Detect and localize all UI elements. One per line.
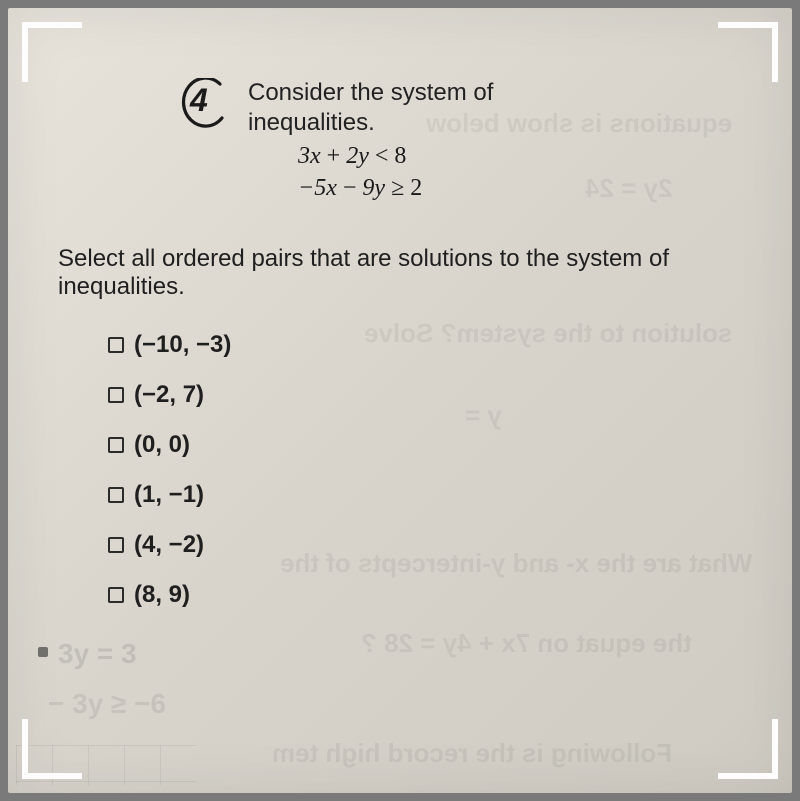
worksheet-page: equations is show below 2y = 24 solution… — [8, 8, 792, 793]
eqn-relation: < — [375, 143, 389, 169]
ordered-pair: (4, −2) — [134, 531, 204, 559]
ghost-text: 3y = 3 — [58, 638, 137, 670]
frame-corner-bl — [22, 719, 82, 779]
ghost-text: Following is the record high tem — [272, 738, 672, 769]
frame-corner-tr — [718, 22, 778, 82]
eqn-term: −5x — [298, 175, 337, 201]
question-number-text: 4 — [190, 82, 208, 119]
eqn-relation: ≥ — [391, 175, 404, 201]
checkbox[interactable] — [108, 337, 124, 353]
ghost-text: the equat on 7x + 4y = 28 ? — [361, 628, 692, 659]
eqn-term: 9y — [362, 175, 385, 201]
question-prompt: Consider the system of inequalities. — [248, 78, 493, 138]
choice-row: (1, −1) — [108, 481, 752, 509]
equations: 3x + 2y < 8 −5x − 9y ≥ 2 — [298, 140, 752, 205]
prompt-line-2: inequalities. — [248, 108, 493, 138]
frame-corner-br — [718, 719, 778, 779]
instruction-text: Select all ordered pairs that are soluti… — [58, 245, 752, 301]
answer-choices: (−10, −3) (−2, 7) (0, 0) (1, −1) (4, −2)… — [108, 331, 752, 609]
checkbox[interactable] — [108, 387, 124, 403]
question-header: 4 Consider the system of inequalities. — [178, 78, 752, 138]
eqn-rhs: 8 — [394, 143, 406, 169]
choice-row: (0, 0) — [108, 431, 752, 459]
choice-row: (−10, −3) — [108, 331, 752, 359]
choice-row: (4, −2) — [108, 531, 752, 559]
ghost-text: − 3y ≥ −6 — [48, 688, 166, 720]
ordered-pair: (−2, 7) — [134, 381, 204, 409]
eqn-rhs: 2 — [410, 175, 422, 201]
checkbox[interactable] — [108, 437, 124, 453]
equation-1: 3x + 2y < 8 — [298, 140, 752, 172]
eqn-term: 2y — [346, 143, 369, 169]
frame-corner-tl — [22, 22, 82, 82]
question-block: 4 Consider the system of inequalities. 3… — [48, 78, 752, 609]
ordered-pair: (8, 9) — [134, 581, 190, 609]
ordered-pair: (0, 0) — [134, 431, 190, 459]
ordered-pair: (1, −1) — [134, 481, 204, 509]
equation-2: −5x − 9y ≥ 2 — [298, 172, 752, 204]
prompt-line-1: Consider the system of — [248, 79, 493, 106]
eqn-op: − — [343, 175, 357, 201]
checkbox[interactable] — [108, 487, 124, 503]
checkbox[interactable] — [108, 587, 124, 603]
checkbox[interactable] — [108, 537, 124, 553]
question-number: 4 — [178, 78, 230, 130]
choice-row: (−2, 7) — [108, 381, 752, 409]
eqn-op: + — [327, 143, 341, 169]
ink-smudge — [38, 647, 48, 657]
ordered-pair: (−10, −3) — [134, 331, 231, 359]
choice-row: (8, 9) — [108, 581, 752, 609]
eqn-term: 3x — [298, 143, 321, 169]
